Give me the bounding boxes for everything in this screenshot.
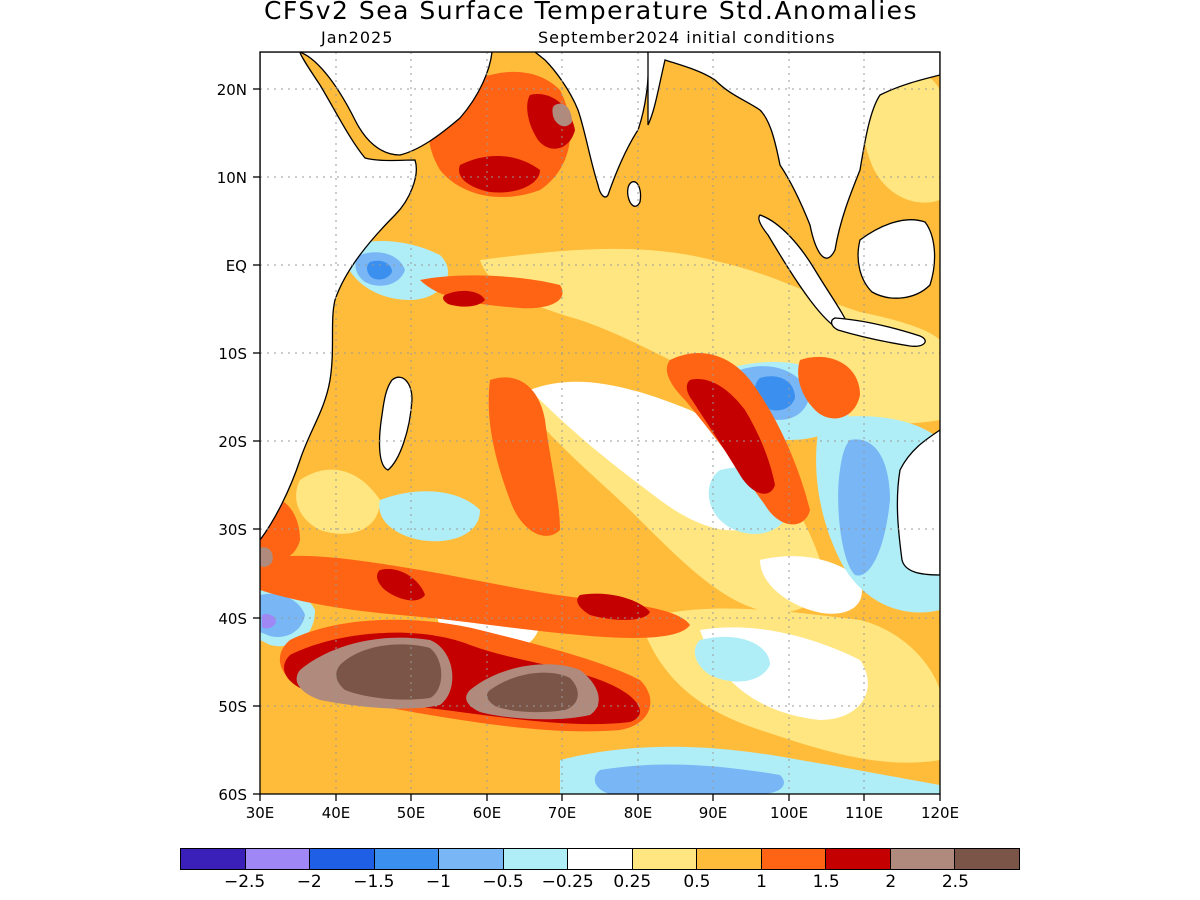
colorbar-swatch — [761, 849, 827, 869]
colorbar-label: −2.5 — [223, 872, 266, 892]
lat-tick-label: 10N — [217, 169, 247, 187]
colorbar-swatch — [245, 849, 311, 869]
anomaly-region-darkred — [577, 593, 650, 620]
forecast-month: Jan2025 — [321, 28, 394, 47]
lat-tick-label: 40S — [218, 610, 247, 628]
anomaly-region-darkred — [377, 569, 425, 601]
anomaly-region-orange — [798, 356, 860, 419]
colorbar-swatch — [310, 849, 375, 869]
colorbar — [180, 848, 1020, 870]
lon-tick-label: 120E — [921, 804, 959, 822]
lon-tick-label: 50E — [397, 804, 426, 822]
colorbar-label: −0.5 — [482, 872, 524, 892]
lon-tick-label: 110E — [845, 804, 883, 822]
lat-tick-label: 50S — [218, 698, 247, 716]
anomaly-region-cyan — [379, 491, 480, 542]
colorbar-swatch — [697, 849, 762, 869]
colorbar-swatch — [955, 849, 1019, 869]
colorbar-label: −1 — [425, 872, 451, 892]
colorbar-swatch — [568, 849, 633, 869]
colorbar-swatch — [826, 849, 891, 869]
anomaly-region-purple — [262, 613, 276, 629]
colorbar-swatch — [439, 849, 504, 869]
anomaly-region-darkred — [686, 379, 775, 494]
landmass-madagascar — [378, 376, 413, 471]
colorbar-swatch — [503, 849, 569, 869]
anomaly-region-blue — [594, 764, 784, 794]
colorbar-label: 2.5 — [941, 872, 969, 892]
landmass-india — [533, 52, 650, 198]
colorbar-label: 0.5 — [683, 872, 711, 892]
colorbar-label: −2 — [296, 872, 322, 892]
colorbar-labels: −2.5 −2 −1.5 −1 −0.5 −0.25 0.25 0.5 1 1.5 2 2.5 — [0, 872, 1200, 896]
colorbar-swatch — [632, 849, 698, 869]
anomaly-region-darkred — [443, 290, 485, 307]
landmass-borneo — [857, 219, 936, 299]
anomaly-region-darkbrown — [336, 644, 442, 700]
anomaly-region-neutral — [760, 556, 862, 614]
anomaly-region-blue — [754, 376, 795, 411]
landmass-sri-lanka — [626, 181, 642, 207]
tick-marks — [253, 88, 941, 801]
anomaly-region-darkbrown — [487, 672, 578, 713]
lon-tick-label: 70E — [548, 804, 577, 822]
initial-conditions: September2024 initial conditions — [538, 28, 836, 47]
lon-tick-label: 40E — [322, 804, 351, 822]
lat-tick-label: 20N — [217, 81, 247, 99]
colorbar-label: 1.5 — [812, 872, 840, 892]
colorbar-swatch — [181, 849, 246, 869]
anomaly-region-brown — [260, 547, 273, 567]
lon-tick-label: 90E — [699, 804, 728, 822]
landmass-australia — [896, 429, 940, 576]
colorbar-label: 1 — [756, 872, 767, 892]
lat-tick-label: 10S — [218, 345, 247, 363]
landmass-arabia-africa — [260, 52, 493, 156]
lon-tick-label: 100E — [770, 804, 808, 822]
map-frame — [259, 51, 941, 795]
colorbar-swatch — [374, 849, 440, 869]
colorbar-label: 0.25 — [613, 872, 652, 892]
colorbar-label: −1.5 — [353, 872, 395, 892]
colorbar-label: −0.25 — [541, 872, 594, 892]
map-field — [260, 52, 940, 794]
landmass-java — [830, 317, 926, 347]
lat-tick-label: 30S — [218, 521, 247, 539]
chart-title: CFSv2 Sea Surface Temperature Std.Anomal… — [263, 0, 919, 25]
lon-tick-label: 80E — [624, 804, 653, 822]
anomaly-region-orange — [488, 377, 560, 536]
anomaly-region-orange — [420, 275, 563, 309]
lon-tick-label: 60E — [473, 804, 502, 822]
lon-tick-label: 30E — [246, 804, 275, 822]
anomaly-region-orange — [260, 555, 690, 638]
anomaly-region-brown — [552, 103, 572, 127]
anomaly-region-darkred — [459, 155, 540, 193]
lat-tick-label: 60S — [218, 786, 247, 804]
landmass-southeast-asia — [647, 52, 940, 259]
colorbar-label: 2 — [885, 872, 897, 892]
landmass-east-africa — [260, 52, 417, 542]
colorbar-swatch — [890, 849, 956, 869]
anomaly-region-cyan — [694, 636, 770, 682]
lat-tick-label: 20S — [218, 433, 247, 451]
lat-tick-label: EQ — [226, 257, 247, 275]
gridlines — [260, 52, 940, 794]
anomaly-region-yellow — [296, 469, 380, 534]
